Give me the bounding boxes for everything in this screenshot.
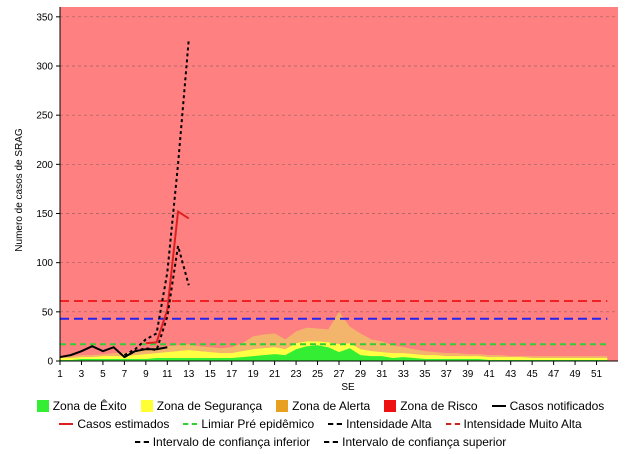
legend-row-1: Zona de Êxito Zona de Segurança Zona de Al… [0,397,641,415]
legend: Zona de Êxito Zona de Segurança Zona de Al… [0,397,641,451]
legend-item: Intensidade Muito Alta [445,417,582,431]
legend-swatch-line [445,423,460,425]
x-tick-label: 35 [419,369,431,380]
x-tick-label: 3 [79,369,85,380]
y-tick-label: 50 [42,307,54,318]
legend-label: Casos notificados [509,399,605,413]
x-tick-label: 47 [548,369,560,380]
x-tick-label: 43 [505,369,517,380]
legend-label: Casos estimados [77,417,170,431]
legend-label: Zona de Êxito [52,399,127,413]
x-tick-label: 1 [57,369,63,380]
legend-label: Limiar Pré epidêmico [201,417,315,431]
x-tick-label: 51 [591,369,603,380]
zone-risco [60,7,618,361]
legend-swatch-box [36,400,49,412]
y-tick-label: 200 [36,160,53,171]
x-tick-label: 29 [355,369,367,380]
y-tick-label: 300 [36,62,53,73]
x-tick-label: 37 [441,369,453,380]
legend-item: Intensidade Alta [328,417,432,431]
x-tick-label: 25 [312,369,324,380]
x-tick-label: 23 [291,369,303,380]
legend-item: Intervalo de confiança superior [324,435,506,449]
legend-item: Casos estimados [59,417,169,431]
series-ic-inferior [123,245,190,358]
legend-label: Zona de Risco [400,399,478,413]
legend-item: Limiar Pré epidêmico [183,417,314,431]
x-tick-label: 19 [248,369,260,380]
y-tick-label: 100 [36,258,53,269]
legend-swatch-line [491,405,506,407]
x-tick-label: 31 [376,369,388,380]
x-tick-label: 17 [226,369,238,380]
legend-swatch-box [384,400,397,412]
legend-label: Zona de Alerta [292,399,371,413]
series-casos-estimados [145,209,190,345]
y-tick-label: 250 [36,111,53,122]
x-axis-title: SE [341,382,355,393]
legend-label: Intervalo de confiança superior [342,435,507,449]
x-tick-label: 45 [527,369,539,380]
legend-label: Intensidade Muito Alta [463,417,582,431]
legend-label: Zona de Segurança [156,399,263,413]
x-tick-label: 41 [484,369,496,380]
y-tick-label: 350 [36,12,53,23]
x-tick-label: 49 [570,369,582,380]
legend-item: Intervalo de confiança inferior [134,435,311,449]
y-tick-label: 150 [36,209,53,220]
x-tick-label: 33 [398,369,410,380]
legend-swatch-line [134,441,149,443]
x-tick-label: 5 [100,369,106,380]
x-tick-label: 7 [122,369,128,380]
x-tick-label: 11 [162,369,173,380]
legend-item: Zona de Alerta [276,399,370,413]
legend-item: Zona de Risco [384,399,478,413]
y-axis-title: Numero de casos de SRAG [14,128,25,252]
legend-swatch-box [140,400,153,412]
legend-item: Zona de Segurança [140,399,263,413]
legend-row-3: Intervalo de confiança inferior Intervalo… [0,433,641,451]
zone-alerta [60,311,608,361]
legend-swatch-line [183,423,198,425]
x-tick-label: 27 [333,369,345,380]
x-tick-label: 39 [462,369,474,380]
series-ic-superior [123,39,190,356]
series-casos-notificados [59,345,168,359]
legend-item: Casos notificados [491,399,605,413]
zone-exito [60,345,608,361]
legend-swatch-line [324,441,339,443]
legend-label: Intervalo de confiança inferior [152,435,311,449]
legend-label: Intensidade Alta [346,417,432,431]
x-tick-label: 21 [269,369,281,380]
legend-row-2: Casos estimados Limiar Pré epidêmico Inten… [0,415,641,433]
x-tick-label: 9 [143,369,149,380]
x-tick-label: 13 [183,369,195,380]
legend-item: Zona de Êxito [36,399,127,413]
x-tick-label: 15 [205,369,217,380]
legend-swatch-line [59,423,74,425]
legend-swatch-line [328,423,343,425]
y-tick-label: 0 [47,357,53,368]
legend-swatch-box [276,400,289,412]
